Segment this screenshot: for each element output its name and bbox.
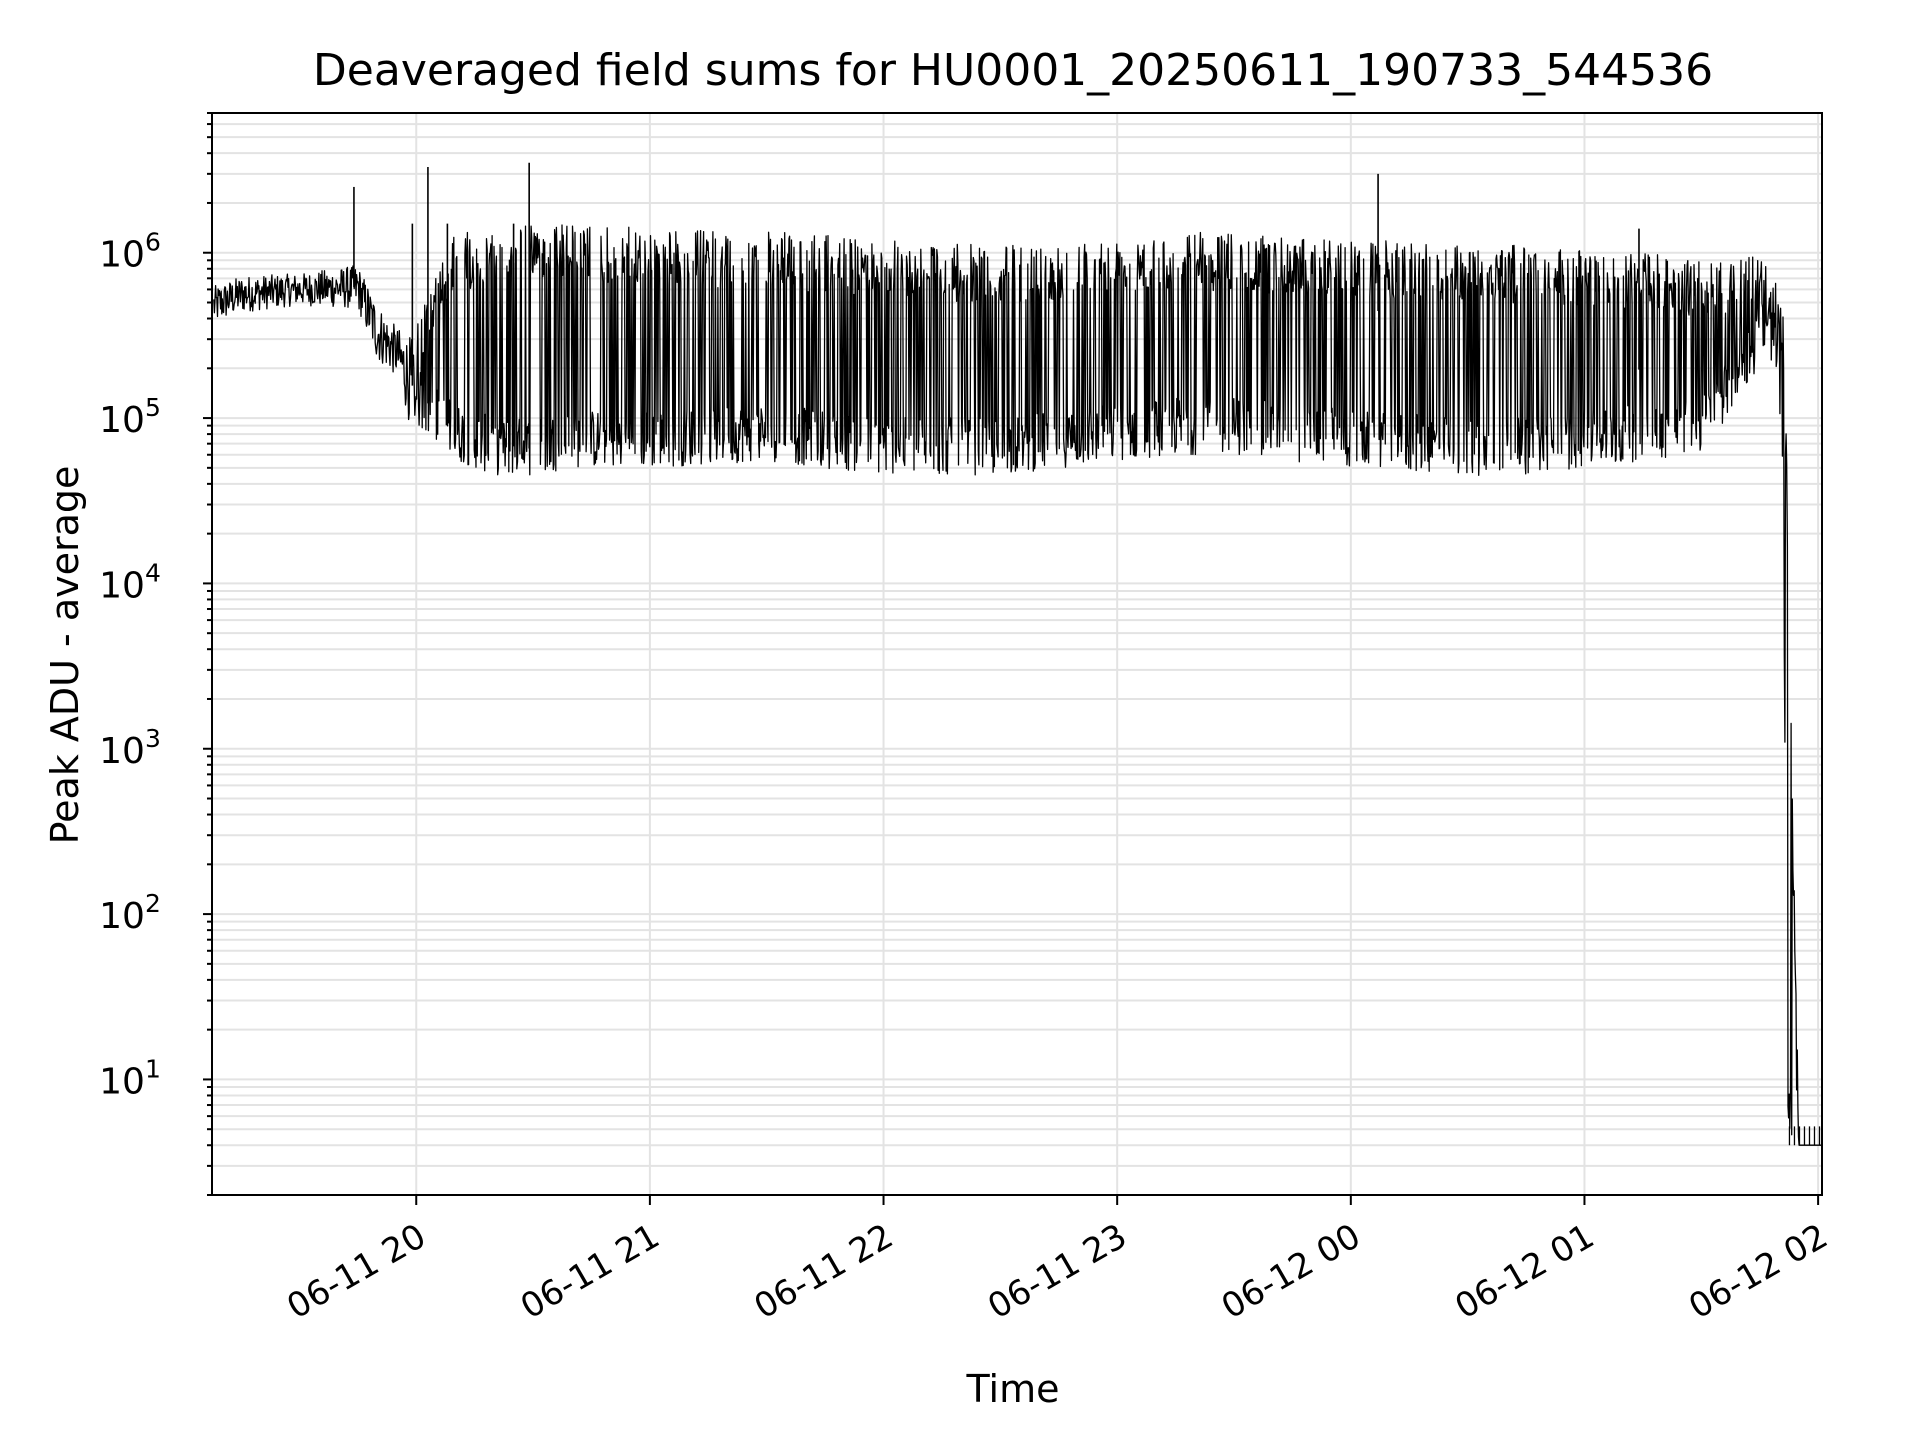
series-line [213, 224, 1823, 1146]
line-layer [213, 162, 1823, 1146]
y-tick-label: 106 [99, 228, 161, 276]
y-tick-label: 103 [99, 724, 161, 772]
y-axis-label: Peak ADU - average [43, 466, 87, 845]
y-tick-label: 105 [99, 393, 161, 441]
y-tick-label: 104 [99, 558, 161, 606]
x-axis-label: Time [966, 1367, 1060, 1411]
y-tick-label: 101 [99, 1054, 161, 1102]
plot-frame [211, 112, 1823, 1196]
y-tick-label: 102 [99, 889, 161, 937]
axes-layer [211, 112, 1823, 1196]
chart-title: Deaveraged field sums for HU0001_2025061… [313, 45, 1713, 96]
